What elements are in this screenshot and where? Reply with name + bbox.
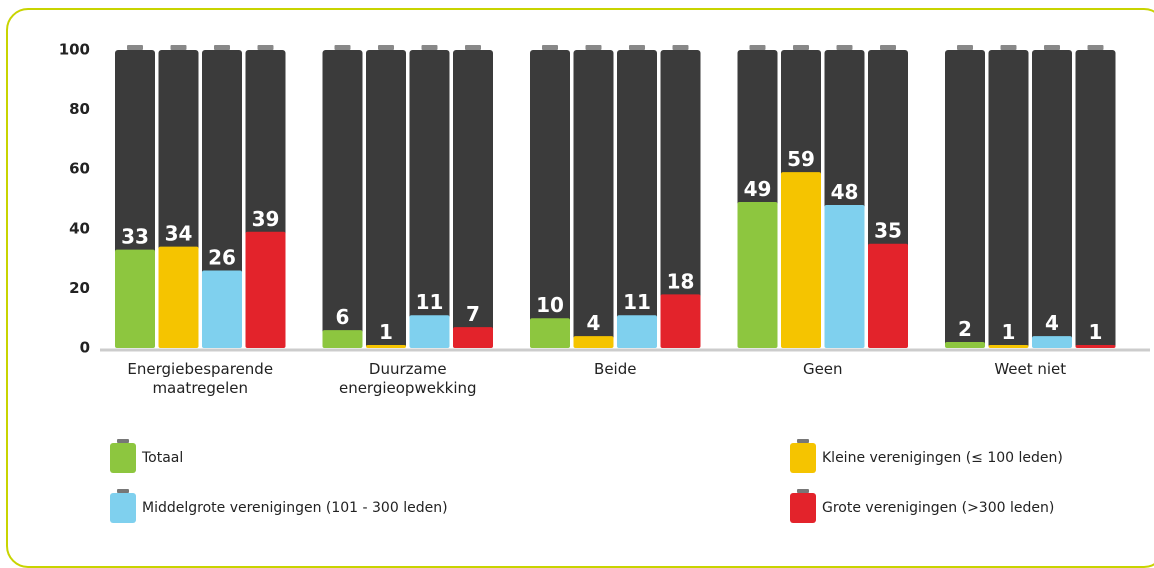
bar-background [322, 50, 363, 348]
bar-cap [1000, 45, 1017, 50]
bar [530, 318, 570, 348]
legend-swatch [110, 489, 136, 523]
value-label: 10 [536, 293, 564, 317]
legend-item: Kleine verenigingen (≤ 100 leden) [790, 439, 1063, 473]
legend-label: Totaal [142, 450, 184, 466]
x-tick-label: Beide [594, 360, 637, 378]
value-label: 1 [1002, 320, 1016, 344]
bar [202, 270, 242, 348]
bar [158, 246, 199, 348]
bar [945, 342, 985, 348]
bar-background [573, 50, 614, 348]
x-tick-label: Duurzame energieopwekking [338, 360, 477, 397]
bar-background [1075, 50, 1116, 348]
legend-item: Grote verenigingen (>300 leden) [790, 489, 1055, 523]
x-tick-label: Geen [802, 360, 843, 378]
x-tick-label: Weet niet [994, 360, 1067, 378]
value-label: 34 [165, 222, 193, 246]
bar [1075, 345, 1116, 348]
legend-swatch [790, 489, 816, 523]
bar-background [1032, 50, 1072, 348]
page: 0 20 40 60 80 100 33 34 26 39 6 1 11 7 10 4 11 18 49 59 48 35… [6, 8, 1154, 568]
bar [660, 294, 701, 348]
value-label: 6 [336, 305, 350, 329]
bar-cap [672, 45, 689, 50]
bar-background [530, 50, 570, 348]
value-label: 48 [831, 180, 859, 204]
bar-cap [378, 45, 394, 50]
legend-label: Grote verenigingen (>300 leden) [822, 500, 1055, 516]
bar-background [617, 50, 657, 348]
bar [781, 172, 821, 348]
bar [1032, 336, 1072, 348]
bar-cap [334, 45, 351, 50]
value-label: 35 [874, 219, 902, 243]
y-tick-label: 60 [69, 160, 90, 178]
value-label: 18 [667, 269, 695, 293]
legend-swatch [110, 439, 136, 473]
value-label: 11 [623, 290, 651, 314]
bar-cap [1044, 45, 1060, 50]
value-label: 59 [787, 147, 815, 171]
bar-cap [421, 45, 438, 50]
bar-cap [542, 45, 558, 50]
value-label: 39 [252, 207, 280, 231]
bar [573, 336, 614, 348]
bar [115, 249, 155, 348]
bar-cap [957, 45, 973, 50]
bar-cap [170, 45, 187, 50]
bar-background [453, 50, 493, 348]
value-label: 4 [1045, 311, 1059, 335]
value-label: 4 [587, 311, 601, 335]
value-label: 1 [1089, 320, 1103, 344]
legend-item: Middelgrote verenigingen (101 - 300 lede… [110, 489, 448, 523]
bar-cap [880, 45, 896, 50]
bar [617, 315, 657, 348]
value-label: 11 [416, 290, 444, 314]
bar-cap [836, 45, 853, 50]
bar-background [660, 50, 701, 348]
legend-label: Kleine verenigingen (≤ 100 leden) [822, 450, 1063, 466]
value-label: 1 [379, 320, 393, 344]
bar-cap [585, 45, 602, 50]
legend-item: Totaal [110, 439, 184, 473]
bar-background [988, 50, 1029, 348]
bar [453, 327, 493, 348]
y-tick-label: 0 [80, 339, 90, 357]
value-label: 49 [744, 177, 772, 201]
bar-background [945, 50, 985, 348]
bar [409, 315, 450, 348]
bar [988, 345, 1029, 348]
value-label: 26 [208, 246, 236, 270]
bar [737, 201, 778, 348]
value-label: 2 [958, 317, 972, 341]
y-tick-label: 100 [59, 41, 90, 59]
bar-cap [465, 45, 481, 50]
legend-label: Middelgrote verenigingen (101 - 300 lede… [142, 500, 448, 516]
bar-cap [749, 45, 766, 50]
bar [366, 345, 406, 348]
bar-cap [214, 45, 230, 50]
bar [322, 330, 363, 348]
bar [824, 204, 865, 348]
y-tick-label: 20 [69, 279, 90, 297]
value-label: 7 [466, 302, 480, 326]
bar-cap [793, 45, 809, 50]
bar-cap [127, 45, 143, 50]
bar-cap [257, 45, 274, 50]
bar [245, 231, 286, 348]
bar [868, 243, 908, 348]
bar-background [409, 50, 450, 348]
x-tick-label: Energiebesparende maatregelen [127, 360, 274, 397]
value-label: 33 [121, 225, 149, 249]
bar-background [366, 50, 406, 348]
bar-cap [1087, 45, 1104, 50]
bar-cap [629, 45, 645, 50]
y-tick-label: 80 [69, 100, 90, 118]
legend-swatch [790, 439, 816, 473]
y-tick-label: 40 [69, 219, 90, 237]
